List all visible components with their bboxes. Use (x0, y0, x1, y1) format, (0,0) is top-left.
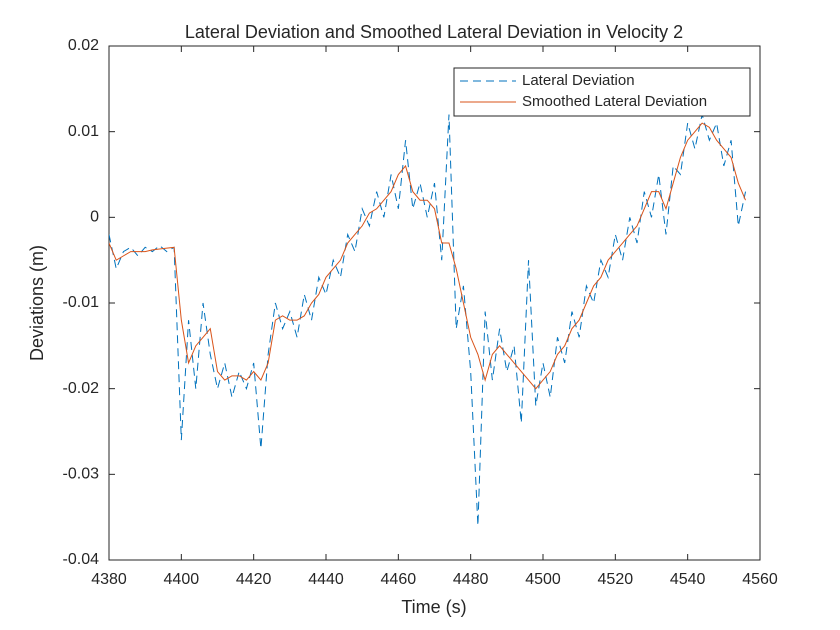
legend-label: Lateral Deviation (522, 72, 635, 89)
y-tick-label: -0.04 (63, 551, 100, 568)
x-tick-label: 4400 (164, 571, 200, 588)
x-tick-label: 4560 (742, 571, 778, 588)
x-tick-label: 4460 (381, 571, 417, 588)
x-tick-label: 4380 (91, 571, 127, 588)
x-tick-label: 4520 (598, 571, 634, 588)
chart-title: Lateral Deviation and Smoothed Lateral D… (185, 22, 683, 42)
y-tick-label: 0.01 (68, 123, 99, 140)
legend-label: Smoothed Lateral Deviation (522, 93, 707, 110)
x-tick-label: 4500 (525, 571, 561, 588)
x-tick-label: 4440 (308, 571, 344, 588)
y-tick-label: -0.02 (63, 380, 100, 397)
x-axis-label: Time (s) (401, 597, 466, 617)
y-tick-label: 0 (90, 209, 99, 226)
x-tick-label: 4540 (670, 571, 706, 588)
x-tick-label: 4420 (236, 571, 272, 588)
y-tick-label: 0.02 (68, 37, 99, 54)
x-tick-label: 4480 (453, 571, 489, 588)
y-tick-label: -0.03 (63, 466, 100, 483)
data-line (109, 114, 747, 526)
y-tick-label: -0.01 (63, 294, 100, 311)
legend-box (453, 67, 751, 117)
data-line (109, 122, 746, 390)
y-axis-label: Deviations (m) (27, 245, 47, 361)
